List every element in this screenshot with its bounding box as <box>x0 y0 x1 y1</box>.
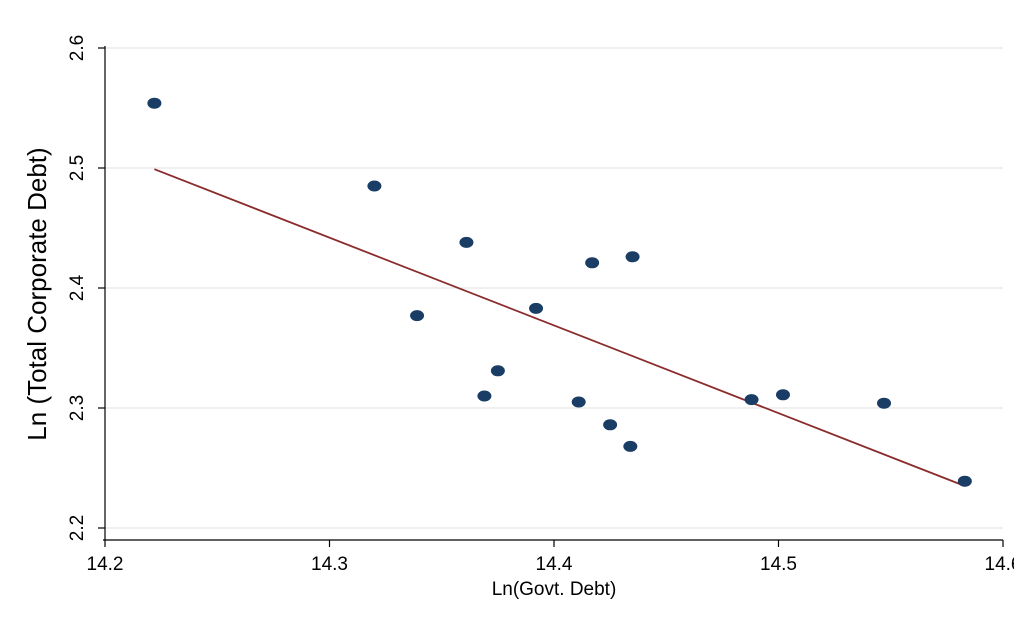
x-tick-label: 14.3 <box>311 554 348 575</box>
fit-line <box>154 168 966 487</box>
x-tick-label: 14.5 <box>760 554 797 575</box>
tick-labels: 2.2 2.3 2.4 2.5 2.6 14.2 14.3 14.4 14.5 14.6 <box>67 35 1014 575</box>
y-axis-title: Ln (Total Corporate Debt) <box>22 147 52 440</box>
x-tick-label: 14.4 <box>536 554 573 575</box>
data-point <box>367 180 382 192</box>
y-tick-label: 2.2 <box>67 515 88 541</box>
data-point <box>529 302 544 314</box>
y-tick-label: 2.5 <box>67 155 88 181</box>
data-point <box>625 251 640 263</box>
data-point <box>957 475 972 487</box>
data-point <box>744 394 759 406</box>
data-point <box>459 236 474 248</box>
data-point <box>623 440 638 452</box>
gridlines <box>105 47 1003 529</box>
data-point <box>571 396 586 408</box>
data-point <box>477 390 492 402</box>
x-tick-label: 14.6 <box>985 554 1014 575</box>
fit-line-layer <box>154 168 966 487</box>
data-points <box>147 97 972 487</box>
data-point <box>410 310 425 322</box>
x-axis-title: Ln(Govt. Debt) <box>492 579 617 600</box>
y-tick-label: 2.4 <box>67 274 88 301</box>
axes <box>98 46 1004 547</box>
data-point <box>490 365 505 377</box>
data-point <box>147 97 162 109</box>
y-tick-label: 2.3 <box>67 395 88 421</box>
data-point <box>603 419 618 431</box>
data-point <box>585 257 600 269</box>
y-tick-label: 2.6 <box>67 35 88 61</box>
x-tick-label: 14.2 <box>87 554 124 575</box>
data-point <box>877 397 892 409</box>
data-point <box>775 389 790 401</box>
